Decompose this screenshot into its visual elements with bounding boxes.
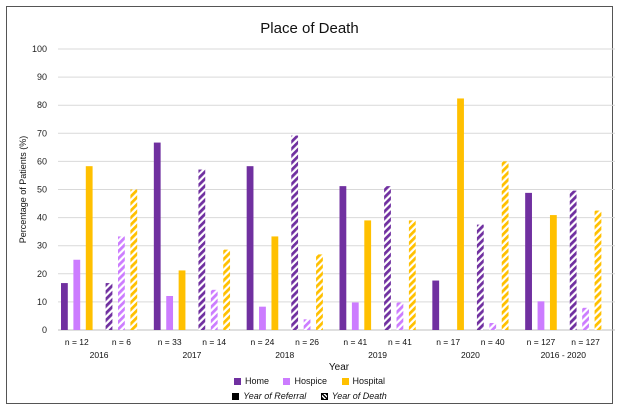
bar-2018-death-hospital: [316, 254, 323, 330]
bars: [61, 98, 602, 331]
category-label: 2019: [368, 350, 387, 360]
grid-lines: [58, 48, 615, 331]
y-tick-label: 20: [37, 269, 47, 279]
bar-2016-2020-referral-hospice: [537, 301, 545, 330]
bar-2017-death-hospital: [223, 249, 231, 330]
n-label: n = 127: [571, 337, 600, 347]
legend-death-swatch: [320, 393, 328, 400]
chart-frame: [6, 6, 613, 404]
legend-referral-label: Year of Referral: [243, 391, 307, 401]
bar-2020-death-home: [476, 224, 484, 330]
bar-2016-2020-referral-home: [525, 192, 532, 330]
bar-2017-referral-home: [153, 142, 161, 330]
bar-2018-referral-home: [246, 166, 254, 330]
category-label: 2016: [90, 350, 109, 360]
category-label: 2020: [461, 350, 480, 360]
y-tick-label: 90: [37, 72, 47, 82]
bar-2020-referral-home: [432, 280, 440, 330]
category-label: 2016 - 2020: [541, 350, 587, 360]
bar-2016-death-hospice: [118, 236, 125, 330]
n-label: n = 41: [343, 337, 367, 347]
bar-2016-referral-home: [61, 283, 68, 330]
legend-hospice-label: Hospice: [294, 376, 327, 386]
bar-2016-death-home: [105, 283, 113, 330]
bar-2020-death-hospital: [501, 161, 509, 330]
x-axis-label: Year: [329, 362, 350, 373]
bar-2019-death-home: [384, 186, 391, 330]
y-tick-label: 80: [37, 100, 47, 110]
bar-2016-referral-hospice: [73, 259, 81, 330]
n-label: n = 41: [388, 337, 412, 347]
bar-2017-death-hospice: [210, 289, 218, 330]
legend-hospital: Hospital: [341, 376, 386, 386]
bar-2017-referral-hospital: [178, 270, 186, 330]
y-tick-label: 60: [37, 156, 47, 166]
n-label: n = 40: [481, 337, 505, 347]
n-label: n = 127: [527, 337, 556, 347]
y-tick-label: 50: [37, 185, 47, 195]
bar-2019-death-hospice: [396, 302, 404, 330]
n-label: n = 12: [65, 337, 89, 347]
y-axis-label: Percentage of Patients (%): [18, 136, 28, 244]
bar-2016-referral-hospital: [85, 166, 93, 330]
bar-2019-referral-hospital: [364, 220, 372, 330]
bar-2016-2020-death-hospital: [594, 210, 602, 330]
bar-2018-death-home: [291, 135, 299, 330]
y-tick-label: 100: [32, 44, 47, 54]
y-tick-label: 10: [37, 297, 47, 307]
n-label: n = 26: [295, 337, 319, 347]
bar-2016-2020-referral-hospital: [549, 215, 557, 330]
bar-2019-referral-home: [339, 186, 347, 330]
bar-2019-referral-hospice: [351, 302, 359, 330]
bar-2016-2020-death-hospice: [582, 307, 589, 330]
n-label: n = 14: [202, 337, 226, 347]
category-label: 2018: [275, 350, 294, 360]
bar-2019-death-hospital: [408, 220, 416, 330]
bar-2018-death-hospice: [303, 319, 311, 330]
n-label: n = 24: [251, 337, 275, 347]
legend-home-label: Home: [244, 376, 269, 386]
bar-2016-2020-death-home: [569, 190, 577, 330]
legend-groups: Year of Referral Year of Death: [0, 391, 619, 401]
y-tick-labels: 0 10 20 30 40 50 60 70 80 90 100: [32, 44, 47, 335]
bar-2016-death-hospital: [130, 189, 138, 330]
legend-death: Year of Death: [320, 391, 387, 401]
bar-2020-death-hospice: [489, 322, 497, 330]
bar-2020-referral-hospital: [457, 98, 464, 331]
bar-2017-referral-hospice: [166, 295, 174, 330]
n-label: n = 6: [112, 337, 131, 347]
legend-hospice-swatch: [283, 378, 291, 385]
y-tick-label: 40: [37, 213, 47, 223]
n-label: n = 17: [436, 337, 460, 347]
legend-referral-swatch: [232, 393, 240, 400]
legend-hospital-label: Hospital: [352, 376, 386, 386]
category-label: 2017: [182, 350, 201, 360]
bar-2018-referral-hospital: [271, 236, 279, 330]
legend-referral: Year of Referral: [232, 391, 306, 401]
y-tick-label: 0: [42, 325, 47, 335]
y-tick-label: 30: [37, 241, 47, 251]
legend-home: Home: [233, 376, 269, 386]
y-tick-label: 70: [37, 128, 47, 138]
legend-death-label: Year of Death: [331, 391, 387, 401]
bar-2017-death-home: [198, 169, 206, 330]
bar-2018-referral-hospice: [259, 306, 266, 330]
chart-title: Place of Death: [260, 20, 359, 37]
legend-series: Home Hospice Hospital: [0, 376, 619, 386]
n-label: n = 33: [158, 337, 182, 347]
legend-hospital-swatch: [341, 378, 349, 385]
legend-home-swatch: [233, 378, 241, 385]
legend-hospice: Hospice: [283, 376, 327, 386]
